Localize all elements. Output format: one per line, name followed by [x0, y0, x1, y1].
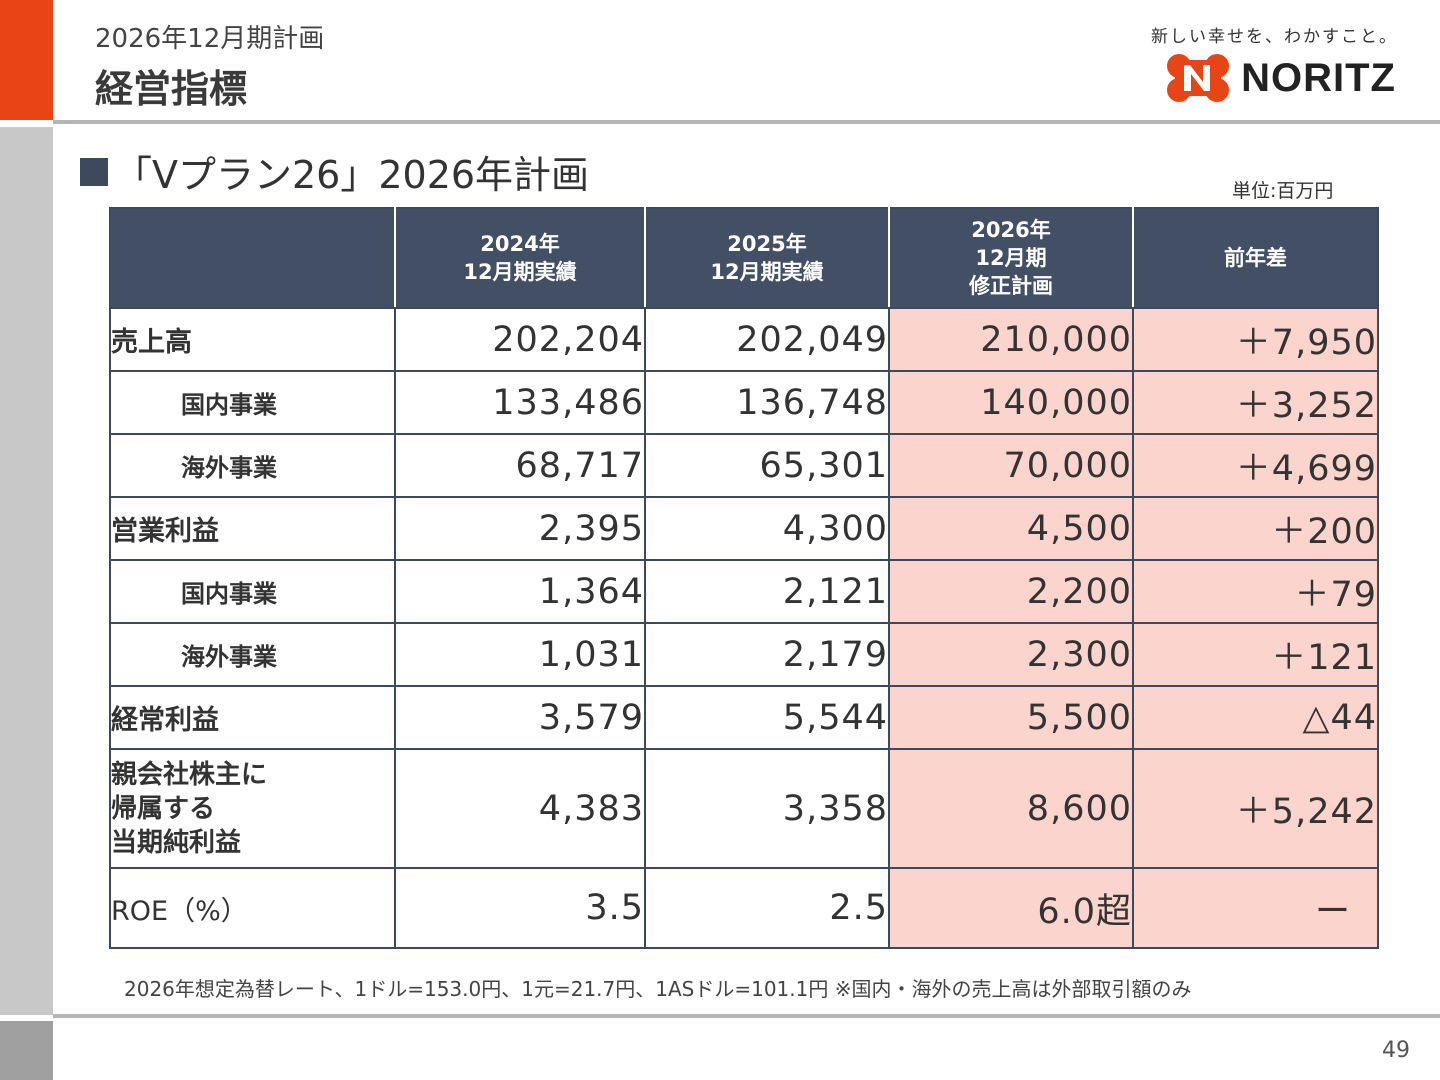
value-2025: 2,121	[644, 559, 890, 624]
header-line: 前年差	[1224, 246, 1287, 270]
square-bullet-icon	[80, 157, 108, 186]
value-2024: 68,717	[394, 433, 646, 498]
footer-divider	[53, 1014, 1440, 1018]
table-header-row: 2024年 12月期実績 2025年 12月期実績 2026年 12月期 修正計…	[109, 207, 1379, 309]
value-2025: 3,358	[644, 748, 890, 869]
value-yoy-diff: ー	[1132, 867, 1379, 949]
left-accent-bar	[0, 0, 53, 120]
value-2026-plan: 5,500	[888, 685, 1134, 750]
header-2026-plan: 2026年 12月期 修正計画	[888, 207, 1134, 309]
table-row: 海外事業 1,031 2,179 2,300 ＋121	[109, 622, 1379, 687]
kpi-table: 2024年 12月期実績 2025年 12月期実績 2026年 12月期 修正計…	[109, 207, 1379, 949]
value-2026-plan: 4,500	[888, 496, 1134, 561]
value-2026-plan: 210,000	[888, 307, 1134, 372]
value-2026-plan: 6.0超	[888, 867, 1134, 949]
slide-title: 経営指標	[95, 67, 248, 111]
value-yoy-diff: ＋121	[1132, 622, 1379, 687]
row-label: 親会社株主に 帰属する 当期純利益	[109, 748, 396, 869]
header-2025: 2025年 12月期実績	[644, 207, 890, 309]
header-line: 修正計画	[969, 274, 1053, 298]
table-row: 国内事業 1,364 2,121 2,200 ＋79	[109, 559, 1379, 624]
row-label: ROE（%）	[109, 867, 396, 949]
logo-text: NORITZ	[1241, 55, 1396, 100]
table-row: 海外事業 68,717 65,301 70,000 ＋4,699	[109, 433, 1379, 498]
value-2025: 5,544	[644, 685, 890, 750]
row-label: 売上高	[109, 307, 396, 372]
value-2026-plan: 2,200	[888, 559, 1134, 624]
header-line: 12月期	[975, 246, 1047, 270]
header-line: 12月期実績	[710, 260, 824, 284]
value-yoy-diff: ＋79	[1132, 559, 1379, 624]
header-line: 12月期実績	[463, 260, 577, 284]
value-yoy-diff: ＋3,252	[1132, 370, 1379, 435]
value-yoy-diff: △44	[1132, 685, 1379, 750]
table-row: 経常利益 3,579 5,544 5,500 △44	[109, 685, 1379, 750]
value-2025: 202,049	[644, 307, 890, 372]
header-line: 2025年	[727, 232, 807, 256]
value-2024: 2,395	[394, 496, 646, 561]
table-row: 国内事業 133,486 136,748 140,000 ＋3,252	[109, 370, 1379, 435]
unit-label: 単位:百万円	[1232, 180, 1334, 202]
value-2024: 3,579	[394, 685, 646, 750]
value-2025: 4,300	[644, 496, 890, 561]
value-yoy-diff: ＋4,699	[1132, 433, 1379, 498]
value-2024: 1,031	[394, 622, 646, 687]
value-2026-plan: 70,000	[888, 433, 1134, 498]
row-label: 海外事業	[109, 622, 396, 687]
table-row: 売上高 202,204 202,049 210,000 ＋7,950	[109, 307, 1379, 372]
value-2026-plan: 140,000	[888, 370, 1134, 435]
value-2024: 202,204	[394, 307, 646, 372]
slide-subtitle: 2026年12月期計画	[95, 24, 325, 54]
company-tagline: 新しい幸せを、わかすこと。	[1151, 27, 1398, 47]
row-label-line: 帰属する	[111, 793, 216, 824]
row-label: 国内事業	[109, 370, 396, 435]
value-2024: 3.5	[394, 867, 646, 949]
value-2026-plan: 2,300	[888, 622, 1134, 687]
row-label-line: 親会社株主に	[111, 759, 268, 790]
table-row: 営業利益 2,395 4,300 4,500 ＋200	[109, 496, 1379, 561]
company-logo: NORITZ	[1165, 54, 1396, 102]
value-2024: 1,364	[394, 559, 646, 624]
header-line: 2024年	[480, 232, 560, 256]
table-row: 親会社株主に 帰属する 当期純利益 4,383 3,358 8,600 ＋5,2…	[109, 748, 1379, 869]
section-heading: 「Vプラン26」2026年計画	[80, 144, 589, 199]
row-label: 経常利益	[109, 685, 396, 750]
value-2025: 65,301	[644, 433, 890, 498]
row-label: 海外事業	[109, 433, 396, 498]
header-2024: 2024年 12月期実績	[394, 207, 646, 309]
row-label: 国内事業	[109, 559, 396, 624]
header-yoy-diff: 前年差	[1132, 207, 1379, 309]
header-divider	[53, 120, 1440, 124]
left-footer-bar	[0, 1021, 53, 1080]
value-yoy-diff: ＋200	[1132, 496, 1379, 561]
row-label-line: 当期純利益	[111, 827, 242, 858]
value-2026-plan: 8,600	[888, 748, 1134, 869]
value-2025: 2.5	[644, 867, 890, 949]
section-heading-text: 「Vプラン26」2026年計画	[114, 153, 590, 197]
table-row: ROE（%） 3.5 2.5 6.0超 ー	[109, 867, 1379, 949]
value-2025: 2,179	[644, 622, 890, 687]
left-side-bar	[0, 127, 53, 1015]
row-label: 営業利益	[109, 496, 396, 561]
value-yoy-diff: ＋5,242	[1132, 748, 1379, 869]
footnote: 2026年想定為替レート、1ドル=153.0円、1元=21.7円、1ASドル=1…	[124, 977, 1192, 1001]
value-2025: 136,748	[644, 370, 890, 435]
header-blank	[109, 207, 396, 309]
header-line: 2026年	[971, 218, 1051, 242]
page-number: 49	[1382, 1038, 1410, 1063]
noritz-logo-icon	[1167, 54, 1230, 102]
value-2024: 4,383	[394, 748, 646, 869]
value-yoy-diff: ＋7,950	[1132, 307, 1379, 372]
value-2024: 133,486	[394, 370, 646, 435]
